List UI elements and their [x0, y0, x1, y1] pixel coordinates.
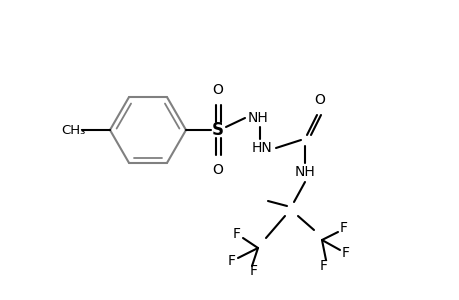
Text: S: S	[212, 121, 224, 139]
Text: F: F	[339, 221, 347, 235]
Text: HN: HN	[251, 141, 272, 155]
Text: F: F	[249, 264, 257, 278]
Text: NH: NH	[247, 111, 268, 125]
Text: F: F	[341, 246, 349, 260]
Text: O: O	[212, 83, 223, 97]
Text: CH₃: CH₃	[61, 124, 85, 136]
Text: O: O	[212, 163, 223, 177]
Text: NH: NH	[294, 165, 315, 179]
Text: O: O	[314, 93, 325, 107]
Text: F: F	[233, 227, 241, 241]
Text: F: F	[319, 259, 327, 273]
Text: F: F	[228, 254, 235, 268]
